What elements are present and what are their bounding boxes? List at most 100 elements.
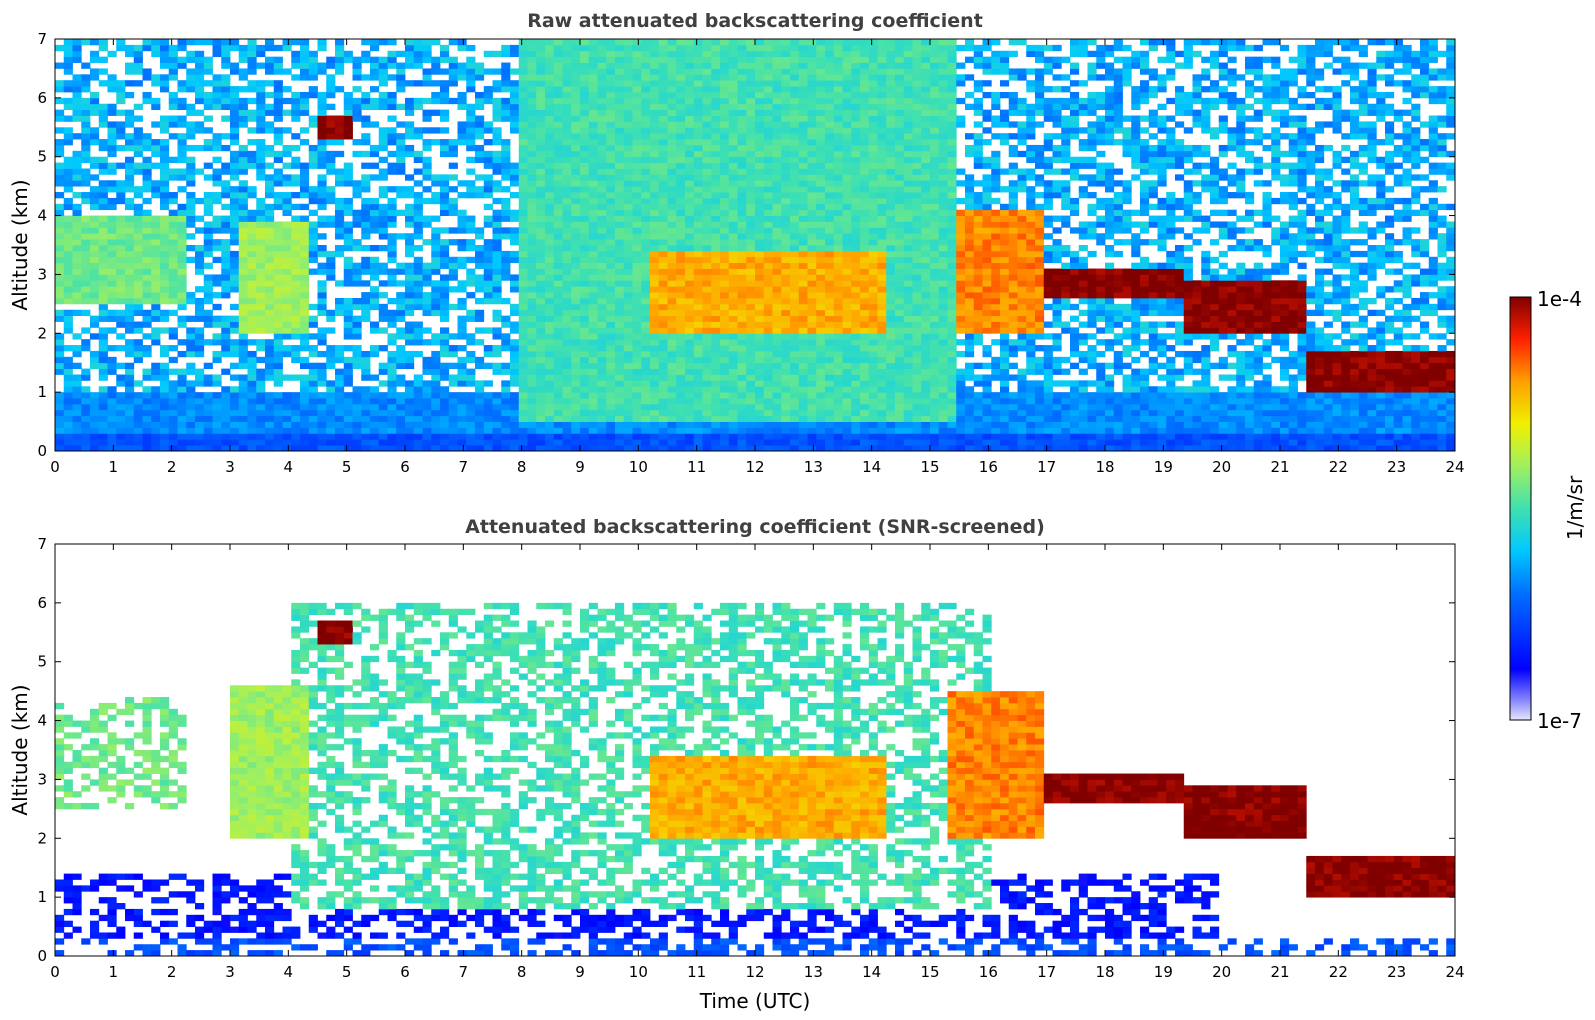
heatmap-cell	[790, 256, 800, 264]
heatmap-cell	[615, 439, 625, 446]
heatmap-cell	[597, 297, 607, 305]
heatmap-cell	[195, 127, 205, 134]
heatmap-cell	[536, 345, 546, 352]
heatmap-cell	[413, 203, 423, 211]
heatmap-cell	[300, 321, 310, 328]
heatmap-cell	[763, 62, 773, 69]
heatmap-cell	[711, 327, 721, 334]
heatmap-cell	[623, 321, 633, 328]
heatmap-cell	[562, 50, 572, 58]
heatmap-cell	[790, 44, 800, 52]
heatmap-cell	[63, 321, 73, 328]
heatmap-cell	[702, 50, 712, 58]
heatmap-cell	[527, 215, 537, 222]
heatmap-cell	[440, 433, 450, 440]
heatmap-cell	[256, 162, 266, 169]
heatmap-cell	[772, 439, 782, 446]
heatmap-cell	[168, 133, 178, 140]
heatmap-cell	[755, 339, 765, 346]
heatmap-cell	[763, 315, 773, 322]
heatmap-cell	[221, 50, 231, 58]
heatmap-cell	[378, 127, 388, 134]
heatmap-cell	[501, 433, 511, 440]
heatmap-cell	[378, 439, 388, 446]
heatmap-cell	[676, 421, 686, 428]
heatmap-cell	[615, 209, 625, 216]
heatmap-cell	[562, 262, 572, 269]
heatmap-cell	[781, 86, 791, 93]
heatmap-cell	[720, 433, 730, 440]
heatmap-cell	[300, 168, 310, 175]
heatmap-cell	[221, 256, 231, 264]
heatmap-cell	[658, 91, 668, 99]
heatmap-cell	[755, 292, 765, 299]
heatmap-cell	[265, 239, 275, 246]
heatmap-cell	[588, 68, 598, 75]
heatmap-cell	[475, 150, 485, 158]
heatmap-cell	[291, 239, 301, 246]
heatmap-cell	[571, 91, 581, 99]
heatmap-cell	[667, 221, 677, 228]
heatmap-cell	[501, 321, 511, 328]
heatmap-cell	[230, 409, 240, 417]
heatmap-cell	[755, 268, 765, 275]
heatmap-cell	[151, 445, 161, 451]
heatmap-cell	[772, 174, 782, 181]
heatmap-cell	[177, 44, 187, 52]
heatmap-cell	[693, 327, 703, 334]
heatmap-cell	[693, 227, 703, 234]
heatmap-cell	[693, 321, 703, 328]
heatmap-cell	[755, 227, 765, 234]
heatmap-cell	[746, 268, 756, 275]
heatmap-cell	[212, 445, 222, 451]
heatmap-cell	[396, 421, 406, 428]
heatmap-cell	[571, 209, 581, 216]
heatmap-cell	[457, 321, 467, 328]
heatmap-cell	[405, 433, 415, 440]
heatmap-cell	[361, 197, 371, 205]
heatmap-cell	[300, 292, 310, 299]
heatmap-cell	[457, 245, 467, 252]
heatmap-cell	[256, 221, 266, 228]
heatmap-cell	[55, 445, 65, 451]
heatmap-cell	[405, 103, 415, 111]
heatmap-cell	[685, 380, 695, 387]
heatmap-cell	[606, 80, 616, 87]
heatmap-cell	[746, 309, 756, 317]
heatmap-cell	[55, 44, 65, 52]
heatmap-cell	[501, 386, 511, 393]
heatmap-cell	[387, 97, 397, 105]
heatmap-cell	[308, 433, 318, 440]
heatmap-cell	[685, 303, 695, 311]
heatmap-cell	[588, 174, 598, 181]
heatmap-cell	[55, 339, 65, 346]
heatmap-cell	[300, 162, 310, 169]
heatmap-cell	[256, 103, 266, 111]
heatmap-cell	[492, 445, 502, 451]
heatmap-cell	[667, 433, 677, 440]
heatmap-cell	[518, 421, 528, 428]
heatmap-cell	[212, 97, 222, 105]
heatmap-cell	[492, 80, 502, 87]
heatmap-cell	[168, 421, 178, 428]
heatmap-cell	[772, 303, 782, 311]
heatmap-cell	[720, 150, 730, 158]
heatmap-cell	[536, 97, 546, 105]
heatmap-cell	[55, 427, 65, 434]
heatmap-cell	[107, 309, 117, 317]
heatmap-cell	[457, 91, 467, 99]
heatmap-cell	[256, 345, 266, 352]
heatmap-cell	[160, 297, 170, 305]
heatmap-cell	[63, 156, 73, 163]
heatmap-cell	[518, 86, 528, 93]
heatmap-cell	[492, 362, 502, 369]
heatmap-cell	[317, 327, 327, 334]
heatmap-cell	[527, 133, 537, 140]
heatmap-cell	[335, 309, 345, 317]
heatmap-cell	[650, 121, 660, 128]
heatmap-cell	[728, 392, 738, 399]
heatmap-cell	[160, 50, 170, 58]
heatmap-cell	[545, 327, 555, 334]
heatmap-cell	[431, 368, 441, 375]
heatmap-cell	[781, 415, 791, 422]
